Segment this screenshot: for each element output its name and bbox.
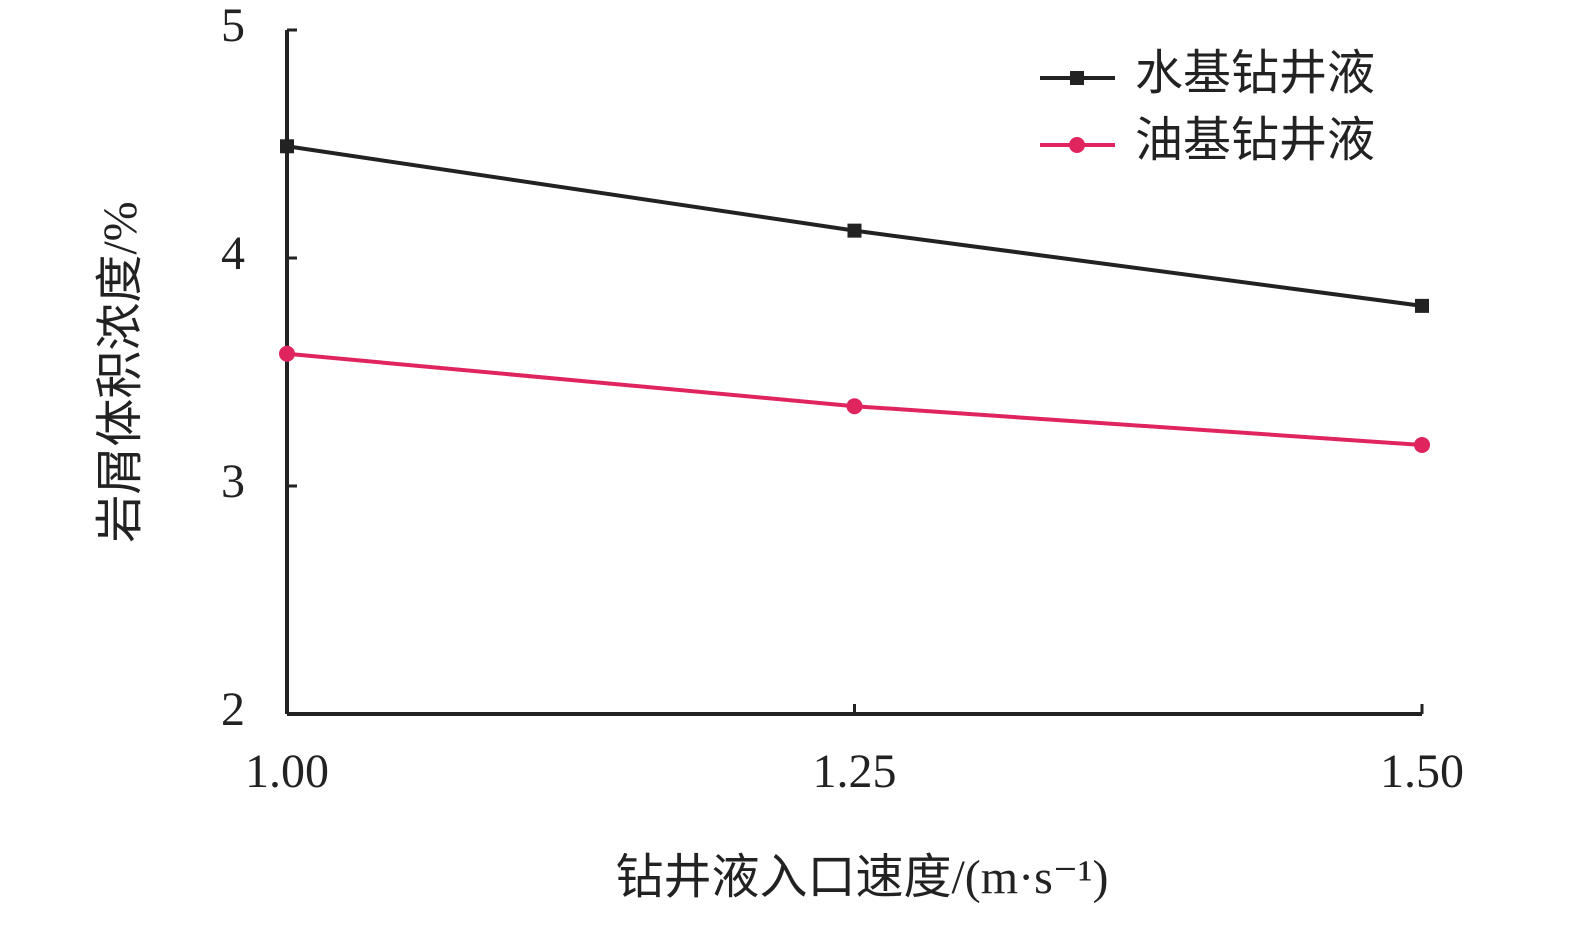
marker xyxy=(1414,436,1430,453)
marker xyxy=(846,398,863,415)
marker xyxy=(279,345,295,362)
x-tick-label: 1.25 xyxy=(813,745,897,798)
marker xyxy=(1415,298,1429,313)
y-tick-label: 4 xyxy=(221,227,245,280)
marker xyxy=(280,139,294,154)
legend-marker xyxy=(1070,71,1084,85)
x-tick-label: 1.00 xyxy=(245,745,329,798)
y-axis-label: 岩屑体积浓度/% xyxy=(94,201,147,542)
y-tick-label: 3 xyxy=(221,455,245,508)
legend-label: 油基钻井液 xyxy=(1135,114,1375,167)
legend-marker xyxy=(1069,137,1085,153)
y-tick-label: 2 xyxy=(221,683,245,736)
y-tick-label: 5 xyxy=(221,0,245,52)
marker xyxy=(847,223,862,238)
legend-label: 水基钻井液 xyxy=(1135,47,1375,100)
x-axis-label: 钻井液入口速度/(m·s⁻¹) xyxy=(615,851,1108,904)
x-tick-label: 1.50 xyxy=(1380,745,1464,798)
